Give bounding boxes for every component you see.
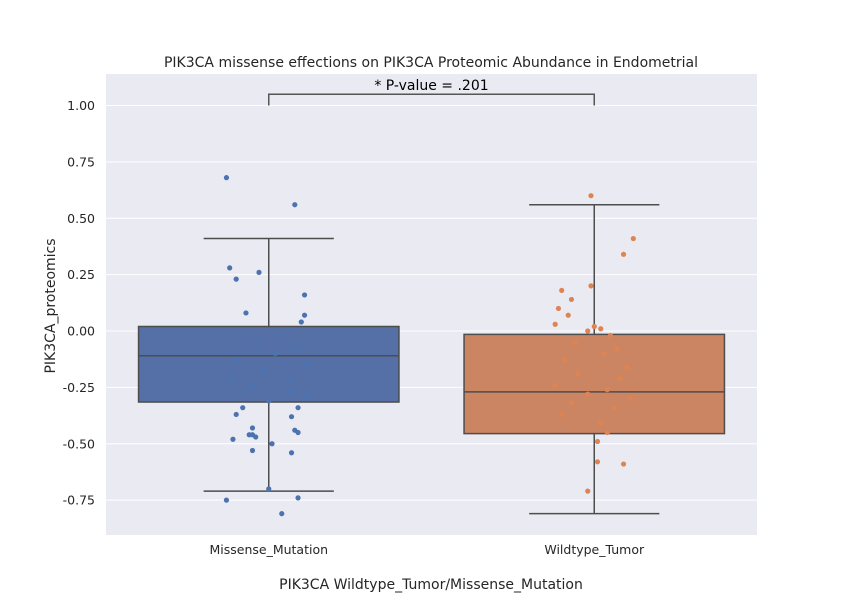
y-tick-label: -0.75 — [63, 493, 95, 508]
data-point — [223, 175, 230, 181]
data-point — [292, 202, 298, 208]
x-tick-label: Wildtype_Tumor — [544, 542, 645, 557]
data-point — [301, 312, 308, 318]
data-point — [243, 310, 249, 316]
data-point — [266, 398, 272, 404]
data-point — [253, 339, 259, 345]
data-point — [568, 400, 575, 406]
box-iqr — [137, 325, 400, 403]
data-point — [588, 283, 594, 289]
data-point — [575, 371, 581, 377]
data-point — [259, 366, 265, 372]
data-point — [630, 235, 636, 242]
data-point — [552, 382, 558, 388]
data-point — [624, 364, 630, 370]
box-Wildtype_Tumor — [463, 203, 726, 515]
x-tick-label: Missense_Mutation — [209, 542, 328, 557]
significance-bracket — [268, 93, 595, 106]
data-point — [233, 411, 239, 418]
data-point — [266, 486, 272, 492]
data-point — [598, 420, 604, 427]
data-point — [555, 305, 562, 312]
data-point — [272, 350, 278, 357]
data-point — [585, 391, 591, 397]
y-tick-label: -0.25 — [63, 380, 95, 395]
boxes — [137, 203, 726, 515]
chart-title: PIK3CA missense effections on PIK3CA Pro… — [164, 55, 698, 71]
data-point — [288, 414, 295, 420]
data-point — [598, 326, 604, 332]
box-Missense_Mutation — [137, 237, 400, 492]
data-point — [249, 425, 256, 431]
data-point — [305, 393, 311, 399]
data-point — [233, 357, 239, 363]
y-tick-label: 0.50 — [67, 211, 95, 226]
data-point — [262, 371, 269, 377]
data-point — [269, 441, 275, 447]
plot-area — [106, 74, 757, 535]
data-point — [279, 511, 285, 517]
data-point — [256, 269, 262, 275]
data-point — [559, 411, 565, 418]
data-point — [604, 429, 610, 436]
data-point — [301, 292, 308, 298]
data-point — [588, 193, 594, 199]
y-tick-label: 1.00 — [67, 98, 95, 113]
strip-points — [223, 175, 636, 517]
data-point — [627, 396, 633, 402]
box-iqr — [463, 333, 726, 435]
data-point — [591, 323, 597, 330]
data-point — [292, 387, 298, 393]
data-point — [601, 350, 607, 357]
data-point — [568, 296, 575, 303]
data-point — [611, 405, 617, 411]
data-point — [620, 251, 627, 257]
data-point — [227, 265, 233, 271]
data-point — [298, 319, 304, 325]
data-point — [604, 387, 610, 393]
data-point — [249, 447, 256, 454]
data-point — [285, 378, 291, 384]
data-point — [295, 346, 301, 352]
data-point — [295, 405, 301, 411]
data-point — [614, 346, 620, 352]
data-point — [295, 429, 301, 436]
y-axis-ticks: -0.75 -0.50 -0.25 0.00 0.25 0.50 0.75 1.00 — [63, 98, 95, 508]
data-point — [282, 332, 288, 339]
data-point — [288, 450, 295, 456]
y-axis-label: PIK3CA_proteomics — [43, 238, 59, 373]
data-point — [594, 459, 601, 465]
data-point — [305, 362, 311, 368]
data-point — [559, 287, 565, 294]
y-tick-label: -0.50 — [63, 436, 95, 451]
x-axis-ticks: Missense_Mutation Wildtype_Tumor — [209, 542, 645, 557]
data-point — [585, 328, 591, 334]
data-point — [562, 357, 568, 363]
data-point — [565, 312, 571, 318]
y-tick-label: 0.00 — [67, 324, 95, 339]
significance-annotation: * P-value = .201 — [268, 78, 595, 106]
data-point — [617, 375, 623, 381]
data-point — [253, 434, 259, 440]
p-value-label: * P-value = .201 — [374, 78, 488, 94]
data-point — [607, 332, 614, 339]
data-point — [620, 461, 627, 467]
data-point — [295, 495, 301, 501]
data-point — [552, 321, 558, 327]
data-point — [230, 375, 236, 381]
data-point — [223, 497, 230, 503]
data-point — [249, 382, 256, 388]
data-point — [572, 339, 578, 345]
x-axis-label: PIK3CA Wildtype_Tumor/Missense_Mutation — [279, 577, 583, 593]
data-point — [594, 438, 601, 445]
y-tick-label: 0.75 — [67, 154, 95, 169]
data-point — [233, 276, 239, 282]
data-point — [246, 432, 252, 438]
data-point — [585, 488, 591, 494]
data-point — [240, 405, 246, 411]
y-tick-label: 0.25 — [67, 267, 95, 282]
data-point — [285, 389, 291, 395]
data-point — [230, 436, 236, 442]
